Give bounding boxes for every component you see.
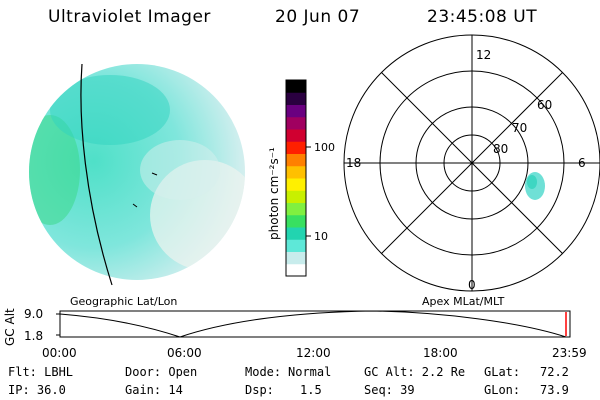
glon-label: GLon: — [484, 383, 521, 397]
colorbar — [286, 80, 306, 277]
colorbar-segment — [286, 263, 306, 277]
mlt-label-18: 18 — [346, 156, 362, 170]
dsp-label: Dsp: — [245, 383, 274, 397]
polar-plot — [343, 34, 600, 292]
mlat-label-70: 70 — [512, 121, 528, 135]
gain-info: Gain: 14 — [125, 383, 183, 397]
colorbar-segment — [286, 153, 306, 167]
colorbar-segment — [286, 92, 306, 105]
glat-label: GLat: — [484, 365, 521, 379]
mlt-label-6: 6 — [578, 156, 586, 170]
terminator-line — [80, 63, 113, 286]
colorbar-segment — [286, 190, 306, 203]
apex-label: Apex MLat/MLT — [422, 295, 505, 308]
time-label: 23:45:08 UT — [427, 7, 538, 27]
gc-alt-info: GC Alt: 2.2 Re — [364, 365, 466, 379]
colorbar-segment — [286, 116, 306, 130]
ip-info: IP: 36.0 — [8, 383, 66, 397]
gc-alt-tick-high: 9.0 — [24, 307, 44, 321]
seq-info: Seq: 39 — [364, 383, 415, 397]
colorbar-segment — [286, 178, 306, 191]
dsp-value: 1.5 — [300, 383, 322, 397]
colorbar-tick-100: 100 — [314, 141, 335, 154]
colorbar-segment — [286, 80, 306, 93]
mlat-label-80: 80 — [493, 142, 509, 156]
colorbar-segment — [286, 239, 306, 252]
colorbar-tick-10: 10 — [314, 230, 328, 243]
glat-value: 72.2 — [540, 365, 569, 379]
mlt-label-0: 0 — [468, 278, 476, 292]
date-label: 20 Jun 07 — [275, 7, 361, 27]
time-tick-0000: 00:00 — [42, 346, 77, 360]
time-tick-1200: 12:00 — [296, 346, 331, 360]
timeline-plot — [56, 310, 571, 338]
app-title: Ultraviolet Imager — [48, 7, 211, 27]
door-info: Door: Open — [125, 365, 198, 379]
colorbar-segment — [286, 104, 306, 118]
colorbar-unit-label: photon cm⁻²s⁻¹ — [267, 147, 281, 240]
time-tick-0600: 06:00 — [167, 346, 202, 360]
time-tick-1800: 18:00 — [423, 346, 458, 360]
colorbar-segment — [286, 141, 306, 154]
geographic-label: Geographic Lat/Lon — [70, 295, 178, 308]
mlat-label-60: 60 — [537, 98, 553, 112]
colorbar-segment — [286, 129, 306, 142]
colorbar-segment — [286, 227, 306, 240]
colorbar-segment — [286, 214, 306, 228]
time-tick-2359: 23:59 — [552, 346, 587, 360]
gc-alt-tick-low: 1.8 — [24, 329, 44, 343]
mlt-label-12: 12 — [476, 48, 492, 62]
colorbar-segment — [286, 165, 306, 179]
mode-value: Normal — [288, 365, 332, 379]
mode-label: Mode: — [245, 365, 282, 379]
gc-alt-axis-label: GC Alt — [3, 308, 17, 346]
colorbar-segment — [286, 202, 306, 216]
filter-info: Flt: LBHL — [8, 365, 74, 379]
glon-value: 73.9 — [540, 383, 569, 397]
colorbar-segment — [286, 251, 306, 265]
